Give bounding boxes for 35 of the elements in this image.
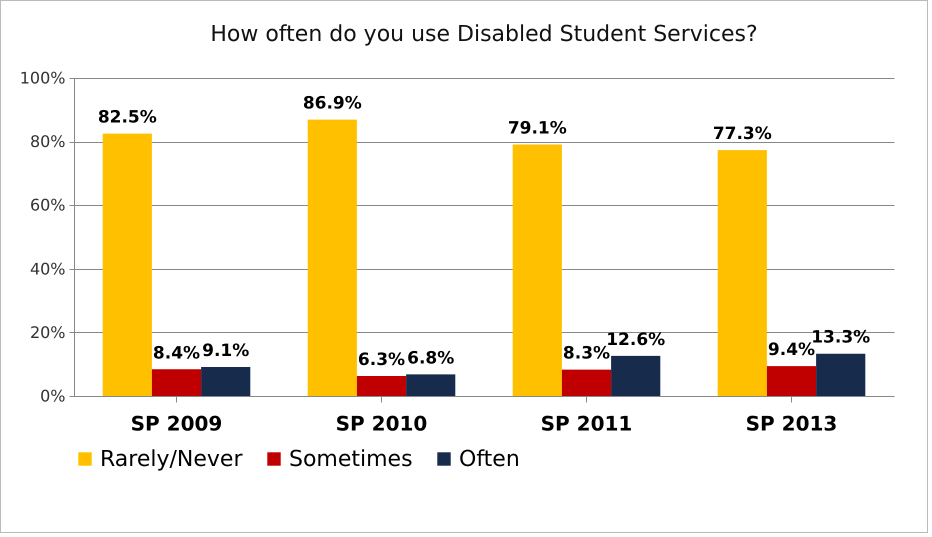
- bar: [718, 150, 767, 396]
- data-label: 82.5%: [98, 108, 157, 128]
- data-label: 8.4%: [152, 343, 200, 364]
- legend-label: Rarely/Never: [100, 447, 244, 472]
- x-tick-label: SP 2009: [130, 412, 222, 436]
- y-tick-label: 60%: [30, 196, 66, 215]
- bar: [766, 366, 816, 396]
- y-tick-label: 100%: [20, 68, 66, 88]
- bar: [611, 356, 660, 396]
- data-label: 79.1%: [508, 118, 567, 138]
- bar: [562, 370, 612, 396]
- y-tick-label: 80%: [30, 132, 66, 152]
- bar: [152, 369, 202, 396]
- data-label: 86.9%: [302, 94, 362, 114]
- x-tick-label: SP 2013: [746, 412, 838, 436]
- bar: [406, 374, 456, 396]
- data-label: 13.3%: [811, 328, 870, 348]
- y-tick-label: 0%: [40, 386, 66, 406]
- bar: [512, 144, 562, 396]
- bar: [816, 354, 866, 396]
- bar: [201, 367, 250, 396]
- data-label: 6.8%: [407, 348, 454, 368]
- data-label: 6.3%: [358, 350, 406, 370]
- bar: [308, 120, 357, 396]
- x-tick-label: SP 2010: [336, 412, 428, 436]
- chart-title: How often do you use Disabled Student Services?: [210, 22, 758, 47]
- data-label: 9.1%: [202, 341, 250, 362]
- legend-label: Sometimes: [289, 447, 413, 472]
- bar: [102, 134, 152, 396]
- y-tick-label: 20%: [30, 322, 66, 342]
- legend-label: Often: [459, 447, 520, 472]
- bar: [356, 376, 406, 396]
- y-tick-label: 40%: [30, 259, 66, 278]
- x-tick-label: SP 2011: [540, 412, 632, 436]
- data-label: 77.3%: [712, 124, 772, 144]
